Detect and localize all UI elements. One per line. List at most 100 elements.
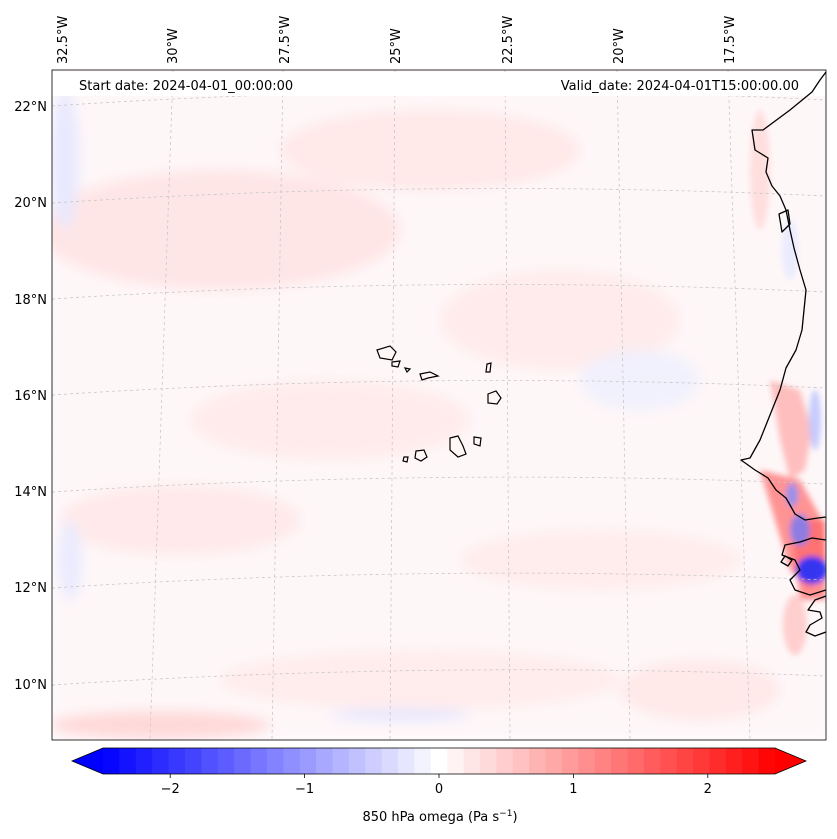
colorbar-outline <box>70 747 808 775</box>
lon-label: 17.5°W <box>723 16 738 64</box>
colorbar-tick-label: 0 <box>435 782 443 797</box>
lon-label: 32.5°W <box>56 16 71 64</box>
colorbar-cell <box>250 748 268 774</box>
colorbar-cell <box>594 748 612 774</box>
parallel-12n <box>52 572 826 589</box>
island-maio <box>473 436 482 447</box>
guinea-coast <box>805 595 826 637</box>
colorbar-cell <box>135 748 153 774</box>
lat-label: 12°N <box>14 581 47 596</box>
colorbar-cell <box>414 748 432 774</box>
colorbar-ticks: −2 −1 0 1 2 <box>161 774 712 797</box>
map-frame <box>51 69 827 741</box>
colorbar-cell <box>479 748 497 774</box>
island-brava <box>402 456 409 463</box>
valid-date-label: Valid_date: 2024-04-01T15:00:00.00 <box>561 79 799 94</box>
colorbar-cell <box>611 748 629 774</box>
colorbar-cell <box>152 748 170 774</box>
islet-coast <box>780 555 793 567</box>
island-sal <box>485 362 492 373</box>
parallel-10n <box>52 669 826 686</box>
colorbar-cell <box>709 748 727 774</box>
island-sao-nicolau <box>419 371 440 381</box>
colorbar-cell <box>545 748 563 774</box>
parallel-22n <box>52 90 826 107</box>
colorbar-cell <box>332 748 350 774</box>
colorbar-tick-label: −1 <box>295 782 314 797</box>
colorbar-tick-label: 2 <box>704 782 712 797</box>
meridian-22-5w <box>504 70 511 740</box>
colorbar-cell <box>627 748 645 774</box>
colorbar-cell <box>561 748 579 774</box>
lat-label: 22°N <box>14 100 47 115</box>
lat-label: 18°N <box>14 293 47 308</box>
colorbar-cell <box>316 748 334 774</box>
lon-label: 22.5°W <box>501 16 516 64</box>
lon-label: 25°W <box>389 28 404 64</box>
longitude-labels: 32.5°W 30°W 27.5°W 25°W 22.5°W 20°W 17.5… <box>56 16 738 64</box>
colorbar-cell <box>578 748 596 774</box>
colorbar-cell <box>463 748 481 774</box>
colorbar-cell <box>184 748 202 774</box>
colorbar-cell <box>283 748 301 774</box>
colorbar-cell <box>742 748 760 774</box>
colorbar-cell <box>643 748 661 774</box>
colorbar-cell <box>693 748 711 774</box>
parallel-14n <box>52 476 826 493</box>
colorbar-cell <box>381 748 399 774</box>
colorbar-left-extension <box>72 748 103 774</box>
island-santo-antao <box>376 345 397 361</box>
small-inlet <box>778 209 791 233</box>
colorbar-cell <box>217 748 235 774</box>
parallel-16n <box>52 380 826 396</box>
colorbar-cell <box>234 748 252 774</box>
colorbar-cell <box>447 748 465 774</box>
island-santiago <box>449 435 467 458</box>
colorbar-cell <box>365 748 383 774</box>
colorbar-tick-label: −2 <box>161 782 180 797</box>
colorbar-cell <box>430 748 448 774</box>
colorbar-cell <box>758 748 776 774</box>
colorbar-cell <box>496 748 514 774</box>
lat-label: 16°N <box>14 389 47 404</box>
colorbar-cell <box>725 748 743 774</box>
colorbar-cell <box>676 748 694 774</box>
omega-field <box>52 70 826 740</box>
colorbar-cell <box>299 748 317 774</box>
meridian-20w <box>616 70 631 740</box>
colorbar-cell <box>103 748 120 774</box>
meridian-25w <box>389 70 396 740</box>
meridian-30w <box>149 70 174 740</box>
colorbar-cell <box>168 748 186 774</box>
meridian-27-5w <box>271 70 284 740</box>
colorbar-cell <box>660 748 678 774</box>
gridlines <box>52 70 826 740</box>
lon-label: 30°W <box>166 28 181 64</box>
colorbar-cell <box>266 748 284 774</box>
island-boa-vista <box>487 390 502 405</box>
west-africa-coast <box>740 71 826 521</box>
colorbar-cell <box>348 748 366 774</box>
colorbar-right-extension <box>775 748 806 774</box>
cape-verde-islands <box>376 345 502 463</box>
colorbar-label-exponent: −1 <box>499 809 512 819</box>
latitude-labels: 22°N 20°N 18°N 16°N 14°N 12°N 10°N <box>14 100 47 693</box>
lat-label: 20°N <box>14 196 47 211</box>
meridian-17-5w <box>727 70 751 740</box>
start-date-label: Start date: 2024-04-01_00:00:00 <box>79 79 293 94</box>
parallel-18n <box>52 284 826 300</box>
colorbar-cell <box>529 748 547 774</box>
colorbar-tick-label: 1 <box>569 782 577 797</box>
gambia-coast <box>781 537 826 596</box>
coastlines <box>740 71 826 637</box>
map-panel: Start date: 2024-04-01_00:00:00 Valid_da… <box>51 69 827 741</box>
colorbar-label: 850 hPa omega (Pa s−1) <box>362 809 517 825</box>
island-sao-vicente <box>391 360 401 368</box>
lat-label: 10°N <box>14 678 47 693</box>
island-santa-luzia <box>403 367 412 374</box>
colorbar-cell <box>119 748 137 774</box>
lon-label: 27.5°W <box>278 16 293 64</box>
lat-label: 14°N <box>14 485 47 500</box>
parallel-20n <box>52 188 826 204</box>
